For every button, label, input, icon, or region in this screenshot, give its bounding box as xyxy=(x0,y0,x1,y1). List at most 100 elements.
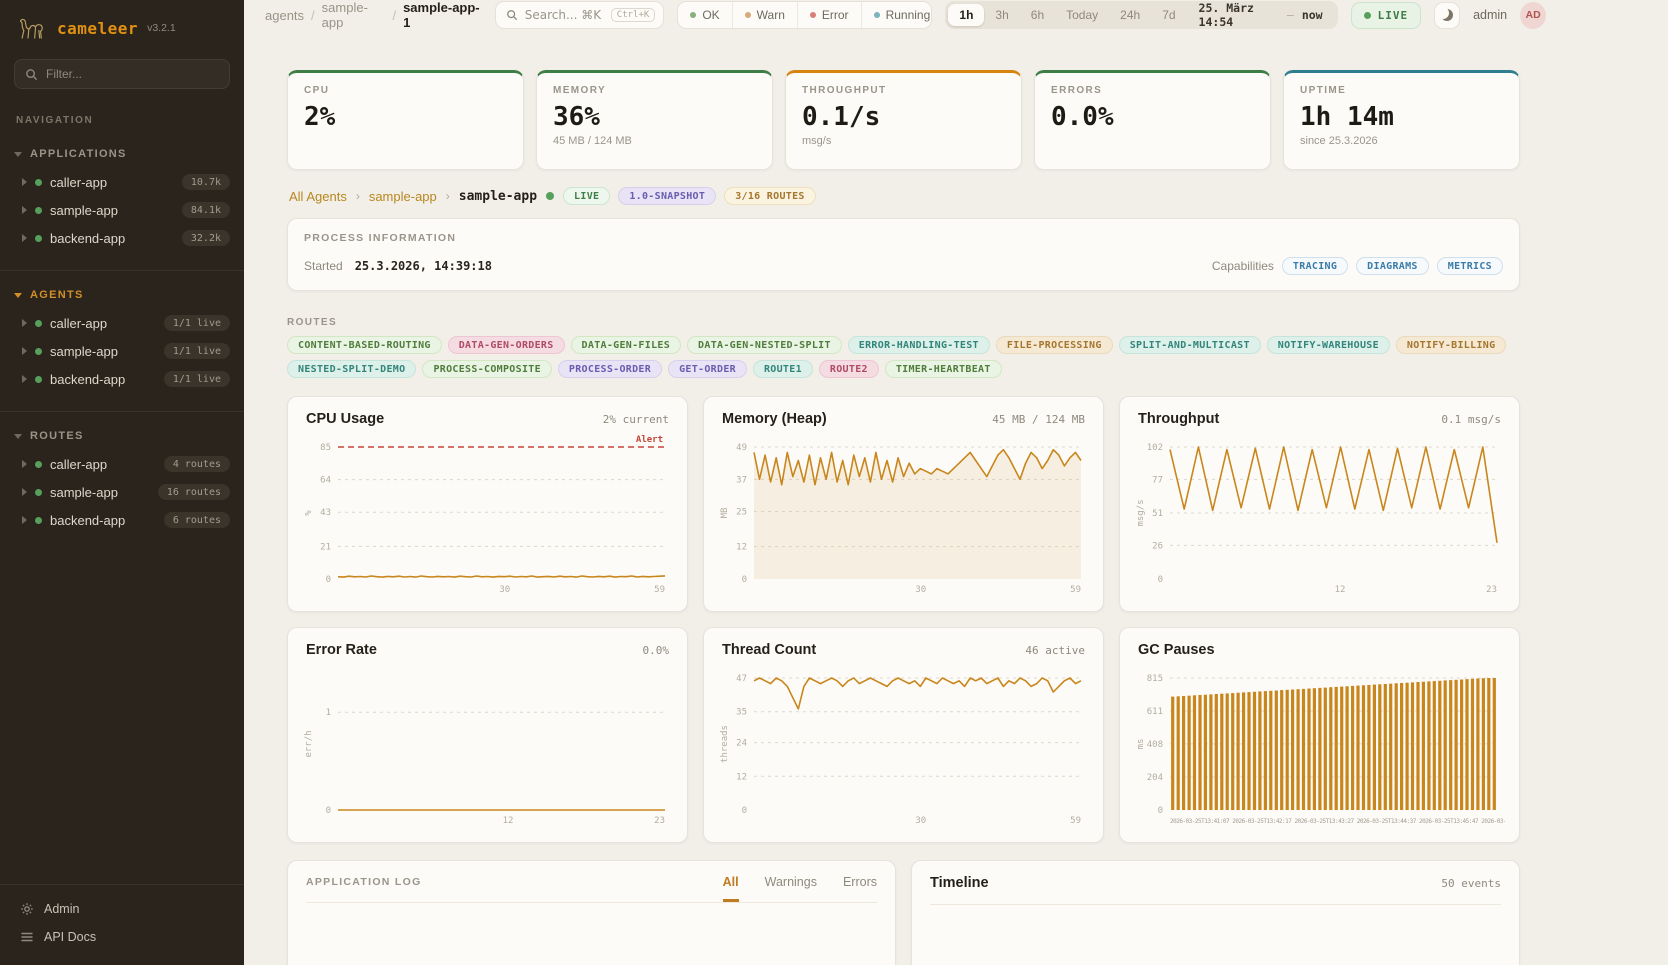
gear-icon xyxy=(20,902,34,916)
bottom-row: APPLICATION LOG All Warnings Errors Timeli… xyxy=(287,860,1520,965)
chart-card-threads: Thread Count 46 active 0 12 24 35 47 threads 30 5… xyxy=(703,627,1104,843)
section-label: APPLICATIONS xyxy=(30,148,127,160)
route-badge-route2[interactable]: ROUTE2 xyxy=(818,360,879,378)
live-dot xyxy=(1363,11,1371,19)
svg-text:0: 0 xyxy=(326,575,331,585)
route-badge-data-gen-orders[interactable]: DATA-GEN-ORDERS xyxy=(447,336,565,354)
sidebar-item-sample-app[interactable]: sample-app 84.1k xyxy=(0,196,244,224)
route-badge-error-handling-test[interactable]: ERROR-HANDLING-TEST xyxy=(847,336,990,354)
sidebar-item-caller-app[interactable]: caller-app 1/1 live xyxy=(0,309,244,337)
date-to[interactable]: now xyxy=(1301,8,1323,22)
time-range-3h[interactable]: 3h xyxy=(995,8,1009,22)
chart-canvas-throughput: 0 26 51 77 102 msg/s 12 23 xyxy=(1136,443,1498,595)
sidebar-item-api-docs[interactable]: API Docs xyxy=(12,923,232,951)
route-badge-process-order[interactable]: PROCESS-ORDER xyxy=(557,360,663,378)
sidebar-section-applications: APPLICATIONS caller-app 10.7k sample-app 84.… xyxy=(0,142,244,262)
status-dot-error xyxy=(809,12,816,18)
capabilities-label: Capabilities xyxy=(1211,259,1274,273)
application-log-title: APPLICATION LOG xyxy=(306,876,422,888)
route-badge-get-order[interactable]: GET-ORDER xyxy=(668,360,747,378)
breadcrumb: agents / sample-app / sample-app-1 xyxy=(265,0,482,30)
time-range-6h[interactable]: 6h xyxy=(1030,8,1045,22)
chart-header: Thread Count 46 active xyxy=(718,640,1089,658)
avatar[interactable]: AD xyxy=(1520,1,1547,29)
main-content: CPU 2% MEMORY 36% 45 MB / 124 MB THROUGHPUT 0.… xyxy=(287,30,1668,965)
app-logo[interactable]: cameleer v3.2.1 xyxy=(0,0,244,53)
time-range-24h[interactable]: 24h xyxy=(1120,8,1141,22)
svg-text:threads: threads xyxy=(720,725,730,763)
svg-text:26: 26 xyxy=(1152,541,1163,551)
item-count-badge: 84.1k xyxy=(181,202,230,218)
time-range-7d[interactable]: 7d xyxy=(1162,8,1176,22)
breadcrumb-agents[interactable]: agents xyxy=(265,7,305,23)
stat-card-cpu: CPU 2% xyxy=(287,70,524,170)
dark-mode-toggle[interactable] xyxy=(1434,1,1461,29)
timeline-title: Timeline xyxy=(930,875,989,891)
chart-card-throughput: Throughput 0.1 msg/s 0 26 51 77 102 msg/s 12 23 xyxy=(1119,396,1520,612)
sidebar-item-sample-app[interactable]: sample-app 16 routes xyxy=(0,478,244,506)
sidebar-section-header-agents[interactable]: AGENTS xyxy=(0,285,244,309)
log-tab-all[interactable]: All xyxy=(722,875,739,902)
status-filter-ok[interactable]: OK xyxy=(678,2,731,28)
log-tab-warnings[interactable]: Warnings xyxy=(764,875,817,889)
sidebar-filter[interactable] xyxy=(14,59,230,89)
sample-app-link[interactable]: sample-app xyxy=(368,188,437,204)
time-range-today[interactable]: Today xyxy=(1066,8,1099,22)
breadcrumb-sample-app[interactable]: sample-app xyxy=(321,0,368,30)
sidebar-item-sample-app[interactable]: sample-app 1/1 live xyxy=(0,337,244,365)
item-count-badge: 10.7k xyxy=(181,174,230,190)
status-dot-green xyxy=(35,319,42,327)
user-menu[interactable]: admin xyxy=(1473,8,1508,22)
stat-label: ERRORS xyxy=(1051,85,1103,96)
sidebar-item-backend-app[interactable]: backend-app 1/1 live xyxy=(0,365,244,393)
api-docs-label: API Docs xyxy=(44,930,97,944)
date-from[interactable]: 25. März 14:54 xyxy=(1198,1,1254,29)
route-badge-nested-split-demo[interactable]: NESTED-SPLIT-DEMO xyxy=(287,360,417,378)
sidebar-item-caller-app[interactable]: caller-app 10.7k xyxy=(0,168,244,196)
route-badge-process-composite[interactable]: PROCESS-COMPOSITE xyxy=(422,360,552,378)
sidebar-item-caller-app[interactable]: caller-app 4 routes xyxy=(0,450,244,478)
status-filter-running[interactable]: Running xyxy=(860,2,932,28)
route-badge-notify-billing[interactable]: NOTIFY-BILLING xyxy=(1395,336,1507,354)
started-label: Started xyxy=(304,259,343,273)
route-badge-route1[interactable]: ROUTE1 xyxy=(752,360,813,378)
svg-text:204: 204 xyxy=(1147,773,1163,783)
agent-breadcrumb-row: All Agents › sample-app › sample-app LIV… xyxy=(289,187,1520,205)
filter-input[interactable] xyxy=(46,67,219,81)
route-badge-timer-heartbeat[interactable]: TIMER-HEARTBEAT xyxy=(884,360,1002,378)
sidebar-item-backend-app[interactable]: backend-app 6 routes xyxy=(0,506,244,534)
route-badge-file-processing[interactable]: FILE-PROCESSING xyxy=(995,336,1113,354)
log-tab-errors[interactable]: Errors xyxy=(842,875,877,889)
route-badge-split-and-multicast[interactable]: SPLIT-AND-MULTICAST xyxy=(1118,336,1261,354)
badge-1-0-snapshot: 1.0-SNAPSHOT xyxy=(618,187,717,205)
svg-text:64: 64 xyxy=(320,476,331,486)
stat-sub: msg/s xyxy=(802,135,832,147)
time-range-1h[interactable]: 1h xyxy=(948,4,985,26)
sidebar-item-admin[interactable]: Admin xyxy=(12,895,232,923)
live-indicator[interactable]: LIVE xyxy=(1350,1,1422,29)
item-name: caller-app xyxy=(50,315,108,331)
item-name: sample-app xyxy=(50,484,118,500)
sidebar-sections: APPLICATIONS caller-app 10.7k sample-app 84.… xyxy=(0,142,244,544)
sidebar-section-routes: ROUTES caller-app 4 routes sample-app 16 rou… xyxy=(0,411,244,544)
chart-current-value: 2% current xyxy=(602,413,669,426)
status-filter-warn[interactable]: Warn xyxy=(731,2,797,28)
svg-text:35: 35 xyxy=(736,708,747,718)
route-badge-data-gen-files[interactable]: DATA-GEN-FILES xyxy=(570,336,682,354)
sidebar-section-header-routes[interactable]: ROUTES xyxy=(0,426,244,450)
all-agents-link[interactable]: All Agents xyxy=(289,188,347,204)
global-search[interactable]: Search... ⌘K Ctrl+K xyxy=(494,1,665,29)
stat-card-uptime: UPTIME 1h 14m since 25.3.2026 xyxy=(1283,70,1520,170)
caret-right-icon xyxy=(22,206,27,214)
route-badge-notify-warehouse[interactable]: NOTIFY-WAREHOUSE xyxy=(1266,336,1390,354)
stat-value: 2% xyxy=(304,102,336,132)
route-badge-data-gen-nested-split[interactable]: DATA-GEN-NESTED-SPLIT xyxy=(687,336,842,354)
timeline-events-count: 50 events xyxy=(1441,877,1501,890)
status-filter-error[interactable]: Error xyxy=(796,2,861,28)
route-badge-content-based-routing[interactable]: CONTENT-BASED-ROUTING xyxy=(287,336,442,354)
sidebar-item-backend-app[interactable]: backend-app 32.2k xyxy=(0,224,244,252)
chart-title: Memory (Heap) xyxy=(722,411,827,427)
sidebar-section-header-applications[interactable]: APPLICATIONS xyxy=(0,144,244,168)
svg-text:23: 23 xyxy=(654,816,665,826)
date-range[interactable]: 25. März 14:54 — now xyxy=(1187,1,1335,29)
